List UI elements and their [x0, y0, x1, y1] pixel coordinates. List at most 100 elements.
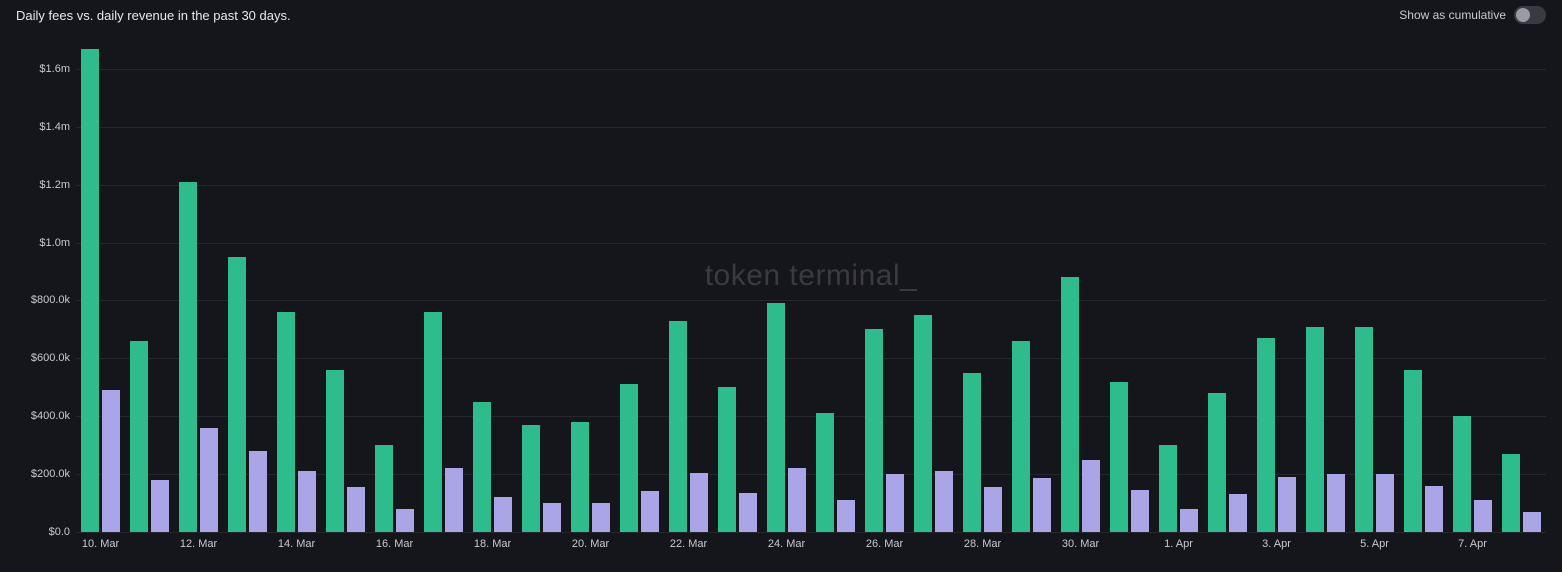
bar-fees[interactable]: [228, 257, 247, 532]
bar-fees[interactable]: [277, 312, 296, 532]
bar-fees[interactable]: [718, 387, 737, 532]
bar-revenue[interactable]: [1474, 500, 1493, 532]
x-tick-label: 3. Apr: [1262, 538, 1291, 550]
bar-revenue[interactable]: [690, 473, 709, 532]
bar-revenue[interactable]: [347, 487, 366, 532]
bar-fees[interactable]: [1061, 277, 1080, 532]
x-tick-label: 10. Mar: [82, 538, 119, 550]
bar-fees[interactable]: [1257, 338, 1276, 532]
x-tick-label: 14. Mar: [278, 538, 315, 550]
bar-revenue[interactable]: [1425, 486, 1444, 532]
toggle-knob: [1516, 8, 1530, 22]
bar-fees[interactable]: [620, 384, 639, 532]
bar-fees[interactable]: [375, 445, 394, 532]
bar-fees[interactable]: [326, 370, 345, 532]
gridline: [76, 358, 1546, 359]
y-tick-label: $600.0k: [31, 352, 70, 364]
x-tick-label: 30. Mar: [1062, 538, 1099, 550]
bar-revenue[interactable]: [1523, 512, 1542, 532]
x-tick-label: 1. Apr: [1164, 538, 1193, 550]
bar-fees[interactable]: [424, 312, 443, 532]
bar-fees[interactable]: [130, 341, 149, 532]
bar-revenue[interactable]: [592, 503, 611, 532]
bar-revenue[interactable]: [739, 493, 758, 532]
bar-fees[interactable]: [767, 303, 786, 532]
x-tick-label: 16. Mar: [376, 538, 413, 550]
bar-fees[interactable]: [1355, 327, 1374, 532]
x-tick-label: 20. Mar: [572, 538, 609, 550]
y-tick-label: $200.0k: [31, 468, 70, 480]
bar-revenue[interactable]: [1180, 509, 1199, 532]
bar-fees[interactable]: [1208, 393, 1227, 532]
bar-revenue[interactable]: [984, 487, 1003, 532]
bar-revenue[interactable]: [641, 491, 660, 532]
bar-revenue[interactable]: [543, 503, 562, 532]
toggle-switch[interactable]: [1514, 6, 1546, 24]
bar-revenue[interactable]: [788, 468, 807, 532]
x-tick-label: 7. Apr: [1458, 538, 1487, 550]
bar-fees[interactable]: [865, 329, 884, 532]
gridline: [76, 127, 1546, 128]
bar-fees[interactable]: [1110, 382, 1129, 532]
gridline: [76, 416, 1546, 417]
bar-revenue[interactable]: [1376, 474, 1395, 532]
plot-area: token terminal_: [76, 40, 1546, 532]
bar-fees[interactable]: [1404, 370, 1423, 532]
bar-revenue[interactable]: [886, 474, 905, 532]
bar-fees[interactable]: [669, 321, 688, 532]
bar-fees[interactable]: [179, 182, 198, 532]
bar-revenue[interactable]: [1131, 490, 1150, 532]
y-tick-label: $1.2m: [39, 179, 70, 191]
bar-fees[interactable]: [522, 425, 541, 532]
x-axis: 10. Mar 12. Mar 14. Mar 16. Mar 18. Mar 20. M…: [76, 532, 1546, 562]
bar-revenue[interactable]: [935, 471, 954, 532]
y-tick-label: $1.0m: [39, 237, 70, 249]
bar-revenue[interactable]: [837, 500, 856, 532]
x-tick-label: 22. Mar: [670, 538, 707, 550]
x-tick-label: 24. Mar: [768, 538, 805, 550]
bar-fees[interactable]: [914, 315, 933, 532]
x-tick-label: 26. Mar: [866, 538, 903, 550]
bar-fees[interactable]: [1502, 454, 1521, 532]
bar-revenue[interactable]: [396, 509, 415, 532]
bar-revenue[interactable]: [494, 497, 513, 532]
y-tick-label: $1.4m: [39, 121, 70, 133]
gridline: [76, 243, 1546, 244]
bar-revenue[interactable]: [298, 471, 317, 532]
bar-revenue[interactable]: [151, 480, 170, 532]
bar-fees[interactable]: [963, 373, 982, 532]
bar-revenue[interactable]: [200, 428, 219, 532]
bar-revenue[interactable]: [1278, 477, 1297, 532]
bar-revenue[interactable]: [1033, 478, 1052, 532]
gridline: [76, 474, 1546, 475]
watermark: token terminal_: [705, 259, 918, 293]
x-tick-label: 18. Mar: [474, 538, 511, 550]
y-axis: $0.0$200.0k$400.0k$600.0k$800.0k$1.0m$1.…: [16, 40, 76, 532]
y-tick-label: $1.6m: [39, 63, 70, 75]
bar-revenue[interactable]: [1229, 494, 1248, 532]
bar-revenue[interactable]: [445, 468, 464, 532]
bar-fees[interactable]: [1453, 416, 1472, 532]
y-tick-label: $400.0k: [31, 410, 70, 422]
gridline: [76, 300, 1546, 301]
gridline: [76, 185, 1546, 186]
cumulative-toggle[interactable]: Show as cumulative: [1399, 6, 1546, 24]
x-tick-label: 28. Mar: [964, 538, 1001, 550]
bar-fees[interactable]: [571, 422, 590, 532]
y-tick-label: $0.0: [49, 526, 70, 538]
toggle-label: Show as cumulative: [1399, 8, 1506, 22]
bar-fees[interactable]: [81, 49, 100, 532]
bar-fees[interactable]: [816, 413, 835, 532]
bar-revenue[interactable]: [1082, 460, 1101, 532]
chart-wrapper: $0.0 $200.0k $400.0k $600.0k $800.0k $1.0m $1.…: [16, 40, 1546, 562]
bar-fees[interactable]: [1159, 445, 1178, 532]
bar-revenue[interactable]: [249, 451, 268, 532]
bar-fees[interactable]: [473, 402, 492, 532]
y-tick-label: $800.0k: [31, 294, 70, 306]
bar-fees[interactable]: [1306, 327, 1325, 532]
chart-title: Daily fees vs. daily revenue in the past…: [16, 8, 291, 23]
x-tick-label: 12. Mar: [180, 538, 217, 550]
bar-revenue[interactable]: [102, 390, 121, 532]
bar-revenue[interactable]: [1327, 474, 1346, 532]
bar-fees[interactable]: [1012, 341, 1031, 532]
